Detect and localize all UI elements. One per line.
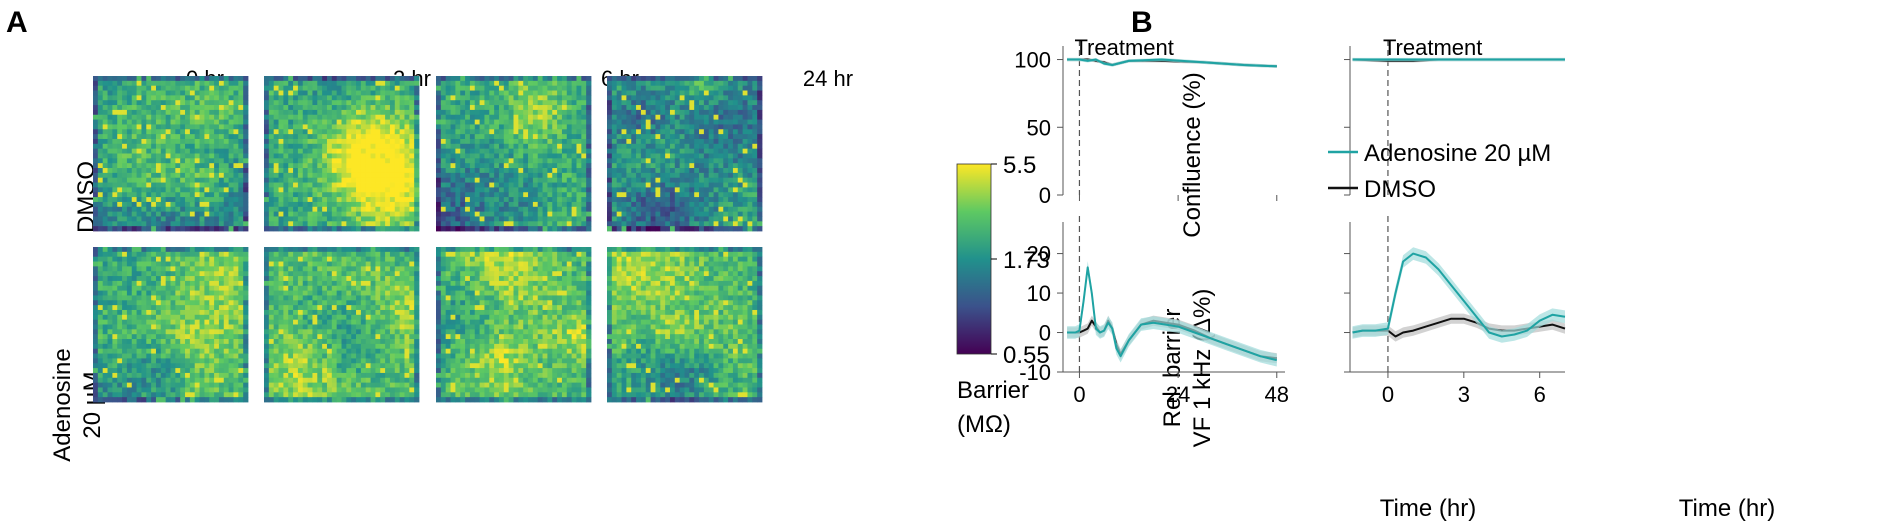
y-tick-label-confluence-long: 50	[1027, 115, 1051, 140]
x-tick-label-barrier-long: 0	[1073, 382, 1085, 407]
series-adenosine-confluence-long	[1067, 58, 1277, 68]
panel-b-label: B	[1131, 6, 1153, 39]
colorbar-tick-min: 0.55	[1003, 342, 1050, 369]
colorbar-tick-mid: 1.73	[1003, 247, 1050, 274]
heatmap-dmso-0	[93, 76, 249, 232]
y-tick-label-barrier-long: 10	[1027, 281, 1051, 306]
heatmap-dmso-2	[436, 76, 592, 232]
heatmap-adenosine-0	[93, 247, 249, 403]
y-tick-label-confluence-long: 0	[1039, 183, 1051, 208]
y-tick-label-barrier-long: 0	[1039, 321, 1051, 346]
scale-bar-label: 500 µm	[875, 459, 949, 484]
heatmap-adenosine-3	[607, 247, 763, 403]
colorbar-title-line1: Barrier	[957, 377, 1029, 404]
legend-adenosine-label: Adenosine 20 µM	[1364, 140, 1551, 167]
y-tick-label-confluence-long: 100	[1014, 48, 1051, 73]
series-adenosine-barrier-long	[1067, 266, 1278, 362]
axes-barrier-long: 20 10 0 -10 0 24 48	[1019, 216, 1289, 407]
colorbar-tick-max: 5.5	[1003, 152, 1036, 179]
panel-a-label: A	[6, 6, 28, 39]
x-tick-label-barrier-short: 0	[1382, 382, 1394, 407]
colorbar-title-line2: (MΩ)	[957, 411, 1011, 438]
heatmap-adenosine-2	[436, 247, 592, 403]
ylabel-confluence: Confluence (%)	[1179, 72, 1206, 237]
heatmap-grid	[93, 76, 763, 403]
row-label-adenosine: Adenosine 20 µM	[49, 348, 106, 461]
y-tick-label-barrier-long: -10	[1019, 360, 1051, 385]
series-adenosine-barrier-short	[1352, 252, 1566, 338]
x-tick-label-barrier-long: 48	[1265, 382, 1289, 407]
axes-confluence-long: 100 50 0 Treatment	[1014, 35, 1278, 208]
treatment-annotation-confluence-short: Treatment	[1383, 35, 1482, 60]
ylabel-barrier-line2: VF 1 kHz (Δ%)	[1189, 289, 1216, 448]
legend-dmso-label: DMSO	[1364, 176, 1436, 203]
heatmap-dmso-3	[607, 76, 763, 232]
axes-confluence-short: Treatment	[1344, 35, 1565, 196]
x-tick-label-barrier-short: 3	[1458, 382, 1470, 407]
x-tick-label-barrier-short: 6	[1534, 382, 1546, 407]
band-adenosine-barrier-long	[1067, 261, 1277, 367]
xlabel-left: Time (hr)	[1380, 495, 1476, 522]
axes-barrier-short: 0 3 6	[1344, 216, 1566, 407]
heatmap-adenosine-1	[264, 247, 420, 403]
x-tick-label-barrier-long: 24	[1166, 382, 1190, 407]
treatment-annotation-confluence-long: Treatment	[1074, 35, 1173, 60]
column-label-24hr: 24 hr	[803, 66, 853, 91]
y-tick-label-barrier-long: 20	[1027, 242, 1051, 267]
colorbar	[956, 163, 992, 355]
xlabel-right: Time (hr)	[1679, 495, 1775, 522]
heatmap-dmso-1	[264, 76, 420, 232]
